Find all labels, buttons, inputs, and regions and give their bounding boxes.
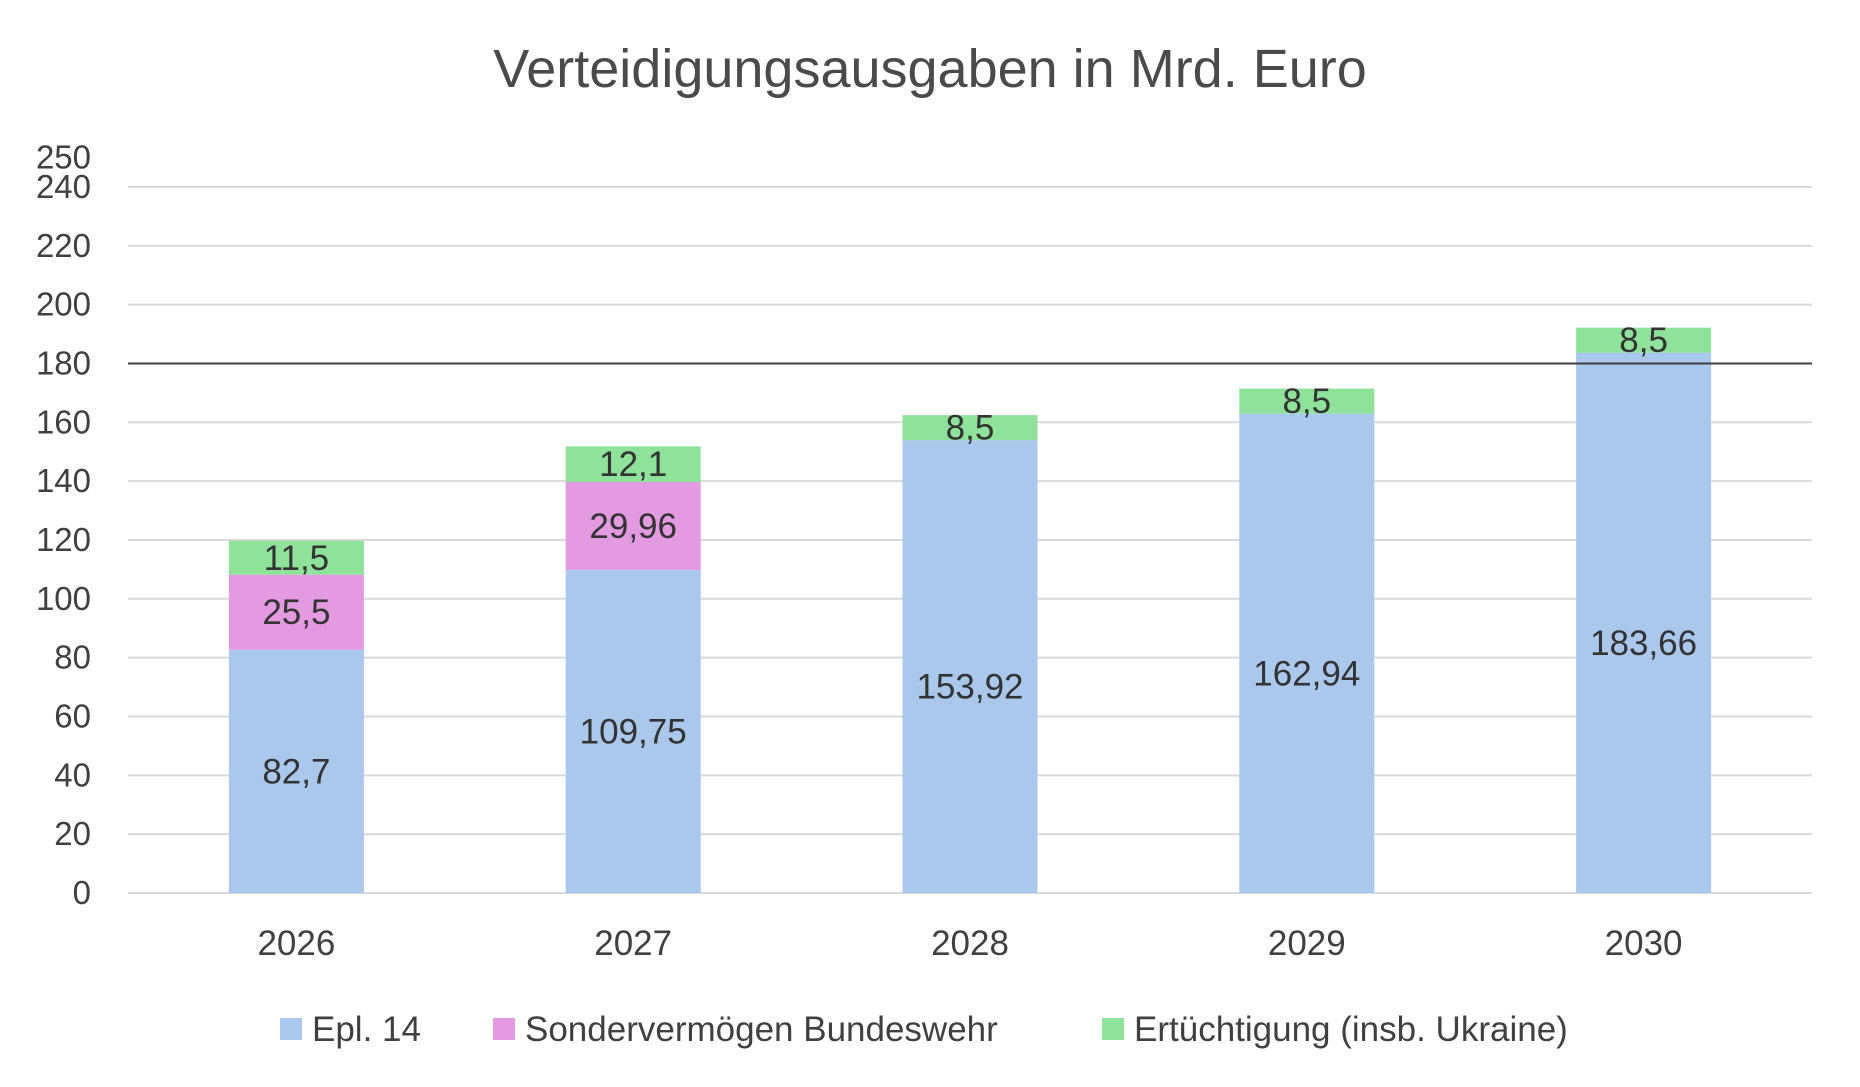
y-tick-label: 120 (36, 521, 91, 558)
y-tick-label: 0 (73, 874, 91, 911)
data-label: 153,92 (916, 668, 1023, 707)
y-tick-label: 20 (54, 815, 91, 852)
bar-segment (1239, 388, 1375, 414)
data-labels: 82,7 25,5 11,5 109,75 29,96 12,1 153,92 8,5 162,… (262, 321, 1697, 791)
bars (228, 327, 1712, 894)
legend-swatch (1102, 1018, 1124, 1040)
legend-label: Sondervermögen Bundeswehr (525, 1010, 998, 1049)
data-label: 183,66 (1590, 624, 1697, 663)
y-tick-label: 220 (36, 227, 91, 264)
x-tick-label: 2028 (931, 924, 1009, 963)
y-tick-label: 60 (54, 697, 91, 734)
y-tick-label: 80 (54, 639, 91, 676)
x-tick-label: 2026 (257, 924, 335, 963)
chart-title: Verteidigungsausgaben in Mrd. Euro (493, 39, 1367, 99)
x-tick-label: 2030 (1605, 924, 1683, 963)
legend: Epl. 14 Sondervermögen Bundeswehr Ertüchti… (280, 1010, 1568, 1049)
y-tick-label: 200 (36, 286, 91, 323)
bar-segment (565, 570, 701, 893)
data-label: 162,94 (1253, 654, 1360, 693)
bar-segment (565, 481, 701, 571)
legend-swatch (280, 1018, 302, 1040)
data-label: 82,7 (262, 752, 330, 791)
bar-segment (1576, 352, 1712, 894)
y-tick-label: 240 (36, 168, 91, 205)
data-label: 29,96 (589, 507, 677, 546)
data-label: 8,5 (1282, 382, 1331, 421)
y-tick-label: 140 (36, 462, 91, 499)
x-tick-label: 2027 (594, 924, 672, 963)
y-tick-label: 250 (36, 139, 91, 176)
y-tick-label: 100 (36, 580, 91, 617)
y-tick-label: 160 (36, 403, 91, 440)
bar-segment (902, 440, 1038, 893)
bar-segment (565, 446, 701, 482)
y-tick-label: 40 (54, 756, 91, 793)
data-label: 12,1 (599, 445, 667, 484)
x-axis-ticks: 2026 2027 2028 2029 2030 (257, 924, 1682, 963)
bar-segment (228, 574, 364, 650)
data-label: 25,5 (262, 593, 330, 632)
bar-segment (228, 649, 364, 893)
bar-segment (1239, 413, 1375, 893)
bar-segment (1576, 327, 1712, 353)
data-label: 11,5 (264, 539, 330, 578)
data-label: 8,5 (1619, 321, 1668, 360)
bar-segment (902, 415, 1038, 441)
legend-label: Epl. 14 (312, 1010, 421, 1049)
legend-swatch (493, 1018, 515, 1040)
data-label: 109,75 (580, 713, 687, 752)
data-label: 8,5 (946, 409, 995, 448)
legend-label: Ertüchtigung (insb. Ukraine) (1134, 1010, 1568, 1049)
x-tick-label: 2029 (1268, 924, 1346, 963)
bar-segment (228, 540, 364, 575)
y-tick-label: 180 (36, 344, 91, 381)
